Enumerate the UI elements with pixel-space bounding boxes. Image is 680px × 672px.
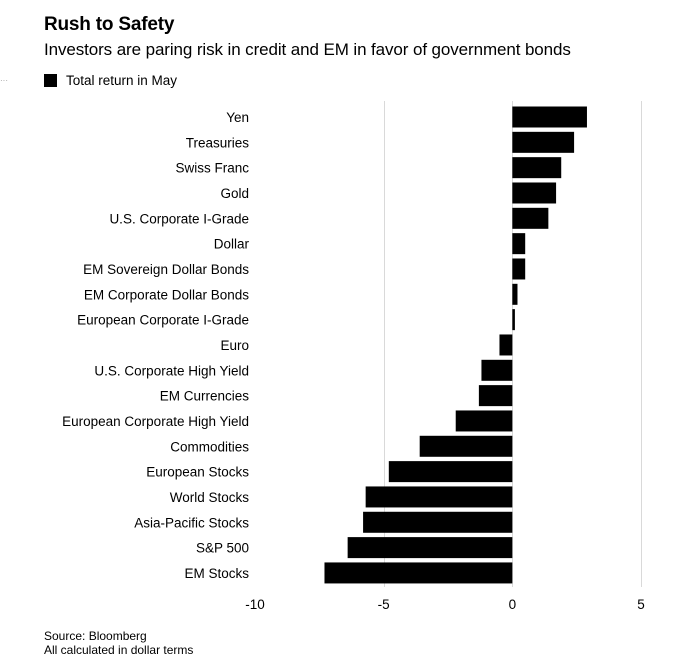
category-label: Swiss Franc xyxy=(175,161,249,176)
category-label: U.S. Corporate I-Grade xyxy=(109,211,249,226)
bar-dollar xyxy=(512,233,526,255)
category-label: Yen xyxy=(226,110,249,125)
category-label: U.S. Corporate High Yield xyxy=(94,363,249,378)
x-tick-label: -5 xyxy=(378,597,390,612)
category-label: European Stocks xyxy=(146,465,249,480)
bar-yen xyxy=(512,106,587,128)
x-axis-tick-layer: -10 -5 0 5 xyxy=(245,597,645,612)
bar-u-s-corporate-high-yield xyxy=(481,359,513,381)
bar-gold xyxy=(512,182,557,204)
bar-s-p-500 xyxy=(347,537,513,559)
category-label: European Corporate High Yield xyxy=(62,414,249,429)
category-label: EM Currencies xyxy=(160,389,250,404)
legend-swatch xyxy=(44,73,57,87)
chart-subtitle: Investors are paring risk in credit and … xyxy=(44,40,571,59)
x-tick-label: -10 xyxy=(245,597,265,612)
chart-footer: Source: Bloomberg All calculated in doll… xyxy=(44,629,193,657)
chart-title: Rush to Safety xyxy=(44,14,175,35)
bar-em-sovereign-dollar-bonds xyxy=(512,258,526,280)
bar-european-corporate-i-grade xyxy=(512,309,515,331)
x-tick-label: 0 xyxy=(509,597,517,612)
bar-chart: Yen Treasuries Swiss Franc Gold U.S. Corpora… xyxy=(62,101,645,612)
category-label: Euro xyxy=(220,338,249,353)
bar-em-currencies xyxy=(478,385,513,407)
chart-legend: Total return in May xyxy=(44,71,177,89)
category-label: S&P 500 xyxy=(196,541,249,556)
bar-european-corporate-high-yield xyxy=(455,410,513,432)
category-label: EM Stocks xyxy=(184,566,249,581)
bar-euro xyxy=(499,334,513,356)
category-label: Treasuries xyxy=(186,135,250,150)
bar-em-corporate-dollar-bonds xyxy=(512,283,518,305)
bar-european-stocks xyxy=(388,461,513,483)
bar-u-s-corporate-i-grade xyxy=(512,207,549,229)
bar-em-stocks xyxy=(324,562,513,584)
x-tick-label: 5 xyxy=(637,597,645,612)
category-label: World Stocks xyxy=(170,490,250,505)
legend-label: Total return in May xyxy=(66,72,178,88)
category-label: EM Sovereign Dollar Bonds xyxy=(83,262,249,277)
bar-swiss-franc xyxy=(512,157,562,179)
category-label: Asia-Pacific Stocks xyxy=(134,515,249,530)
source-note: Source: Bloomberg xyxy=(44,629,147,643)
category-label-layer: Yen Treasuries Swiss Franc Gold U.S. Corpora… xyxy=(62,110,249,581)
category-label: Commodities xyxy=(170,439,249,454)
category-label: EM Corporate Dollar Bonds xyxy=(84,287,249,302)
category-label: European Corporate I-Grade xyxy=(77,313,249,328)
bar-layer xyxy=(324,106,587,584)
bar-commodities xyxy=(419,435,513,457)
category-label: Gold xyxy=(220,186,249,201)
bar-world-stocks xyxy=(365,486,513,508)
ellipsis-icon: ··· xyxy=(0,76,8,85)
bar-treasuries xyxy=(512,131,575,153)
category-label: Dollar xyxy=(214,237,250,252)
bar-asia-pacific-stocks xyxy=(363,511,513,533)
currency-note: All calculated in dollar terms xyxy=(44,643,194,657)
